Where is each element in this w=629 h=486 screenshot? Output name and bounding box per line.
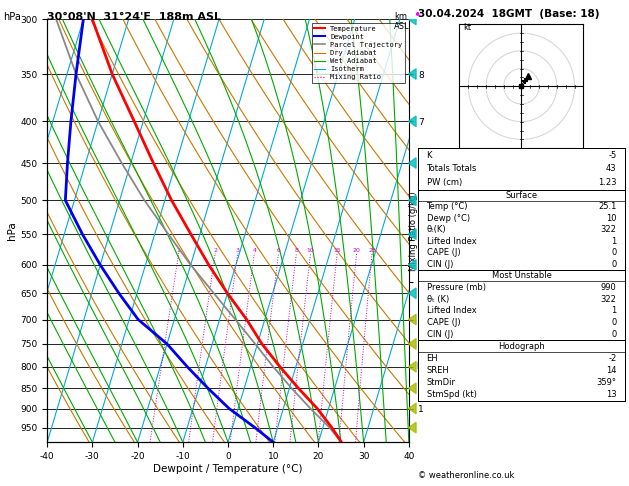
Text: 1: 1 [611, 237, 616, 245]
Text: θₜ(K): θₜ(K) [426, 225, 446, 234]
Text: CIN (J): CIN (J) [426, 330, 453, 339]
Text: 322: 322 [601, 225, 616, 234]
Text: PW (cm): PW (cm) [426, 178, 462, 187]
Text: hPa: hPa [3, 12, 21, 22]
Text: 322: 322 [601, 295, 616, 304]
Polygon shape [409, 260, 416, 270]
Text: 1.23: 1.23 [598, 178, 616, 187]
Text: 4: 4 [252, 248, 257, 253]
Text: CAPE (J): CAPE (J) [426, 318, 460, 327]
Text: 0: 0 [611, 260, 616, 268]
Text: •: • [413, 9, 421, 22]
Text: 3: 3 [236, 248, 240, 253]
Polygon shape [409, 288, 416, 298]
Text: 10: 10 [606, 214, 616, 223]
Polygon shape [409, 383, 416, 394]
Text: θₜ (K): θₜ (K) [426, 295, 448, 304]
Text: 0: 0 [611, 318, 616, 327]
Text: 0: 0 [611, 330, 616, 339]
X-axis label: Dewpoint / Temperature (°C): Dewpoint / Temperature (°C) [153, 464, 303, 474]
Text: CAPE (J): CAPE (J) [426, 248, 460, 257]
Text: -2: -2 [608, 354, 616, 363]
Text: 6: 6 [277, 248, 281, 253]
Text: SREH: SREH [426, 366, 449, 375]
Text: © weatheronline.co.uk: © weatheronline.co.uk [418, 471, 515, 480]
Text: 1: 1 [177, 248, 181, 253]
Text: 30.04.2024  18GMT  (Base: 18): 30.04.2024 18GMT (Base: 18) [418, 9, 600, 19]
Text: 15: 15 [333, 248, 341, 253]
Text: 20: 20 [353, 248, 360, 253]
Text: 8: 8 [294, 248, 298, 253]
Text: EH: EH [426, 354, 438, 363]
Polygon shape [409, 195, 416, 206]
Text: 0: 0 [611, 248, 616, 257]
Polygon shape [409, 422, 416, 433]
Text: Surface: Surface [505, 191, 538, 200]
Polygon shape [409, 69, 416, 79]
Text: StmDir: StmDir [426, 378, 455, 387]
Text: 1: 1 [611, 306, 616, 315]
Y-axis label: hPa: hPa [8, 222, 18, 240]
Text: km
ASL: km ASL [394, 12, 410, 31]
Text: 359°: 359° [596, 378, 616, 387]
Polygon shape [409, 339, 416, 349]
Text: Lifted Index: Lifted Index [426, 306, 476, 315]
Text: Dewp (°C): Dewp (°C) [426, 214, 470, 223]
Text: 43: 43 [606, 164, 616, 174]
Legend: Temperature, Dewpoint, Parcel Trajectory, Dry Adiabat, Wet Adiabat, Isotherm, Mi: Temperature, Dewpoint, Parcel Trajectory… [311, 23, 405, 83]
Text: Temp (°C): Temp (°C) [426, 202, 468, 211]
Polygon shape [409, 116, 416, 127]
Polygon shape [409, 403, 416, 414]
Y-axis label: km
ASL: km ASL [426, 223, 446, 239]
Polygon shape [409, 362, 416, 372]
Text: 13: 13 [606, 390, 616, 399]
Text: K: K [426, 151, 432, 159]
Text: Mixing Ratio (g/kg): Mixing Ratio (g/kg) [409, 191, 418, 271]
Text: 14: 14 [606, 366, 616, 375]
Text: -5: -5 [608, 151, 616, 159]
Text: Most Unstable: Most Unstable [491, 271, 552, 280]
Text: 10: 10 [307, 248, 314, 253]
Text: CIN (J): CIN (J) [426, 260, 453, 268]
Text: Pressure (mb): Pressure (mb) [426, 283, 486, 292]
Text: Lifted Index: Lifted Index [426, 237, 476, 245]
Text: Totals Totals: Totals Totals [426, 164, 477, 174]
Text: 2: 2 [213, 248, 217, 253]
Text: 990: 990 [601, 283, 616, 292]
Text: 30°08'N  31°24'E  188m ASL: 30°08'N 31°24'E 188m ASL [47, 12, 221, 22]
Text: StmSpd (kt): StmSpd (kt) [426, 390, 476, 399]
Text: LCL: LCL [416, 362, 430, 371]
Polygon shape [409, 158, 416, 168]
Text: kt: kt [463, 23, 471, 32]
Text: 25: 25 [368, 248, 376, 253]
Text: 25.1: 25.1 [598, 202, 616, 211]
Polygon shape [409, 229, 416, 240]
Polygon shape [409, 14, 416, 25]
Text: Hodograph: Hodograph [498, 342, 545, 351]
Polygon shape [409, 314, 416, 325]
